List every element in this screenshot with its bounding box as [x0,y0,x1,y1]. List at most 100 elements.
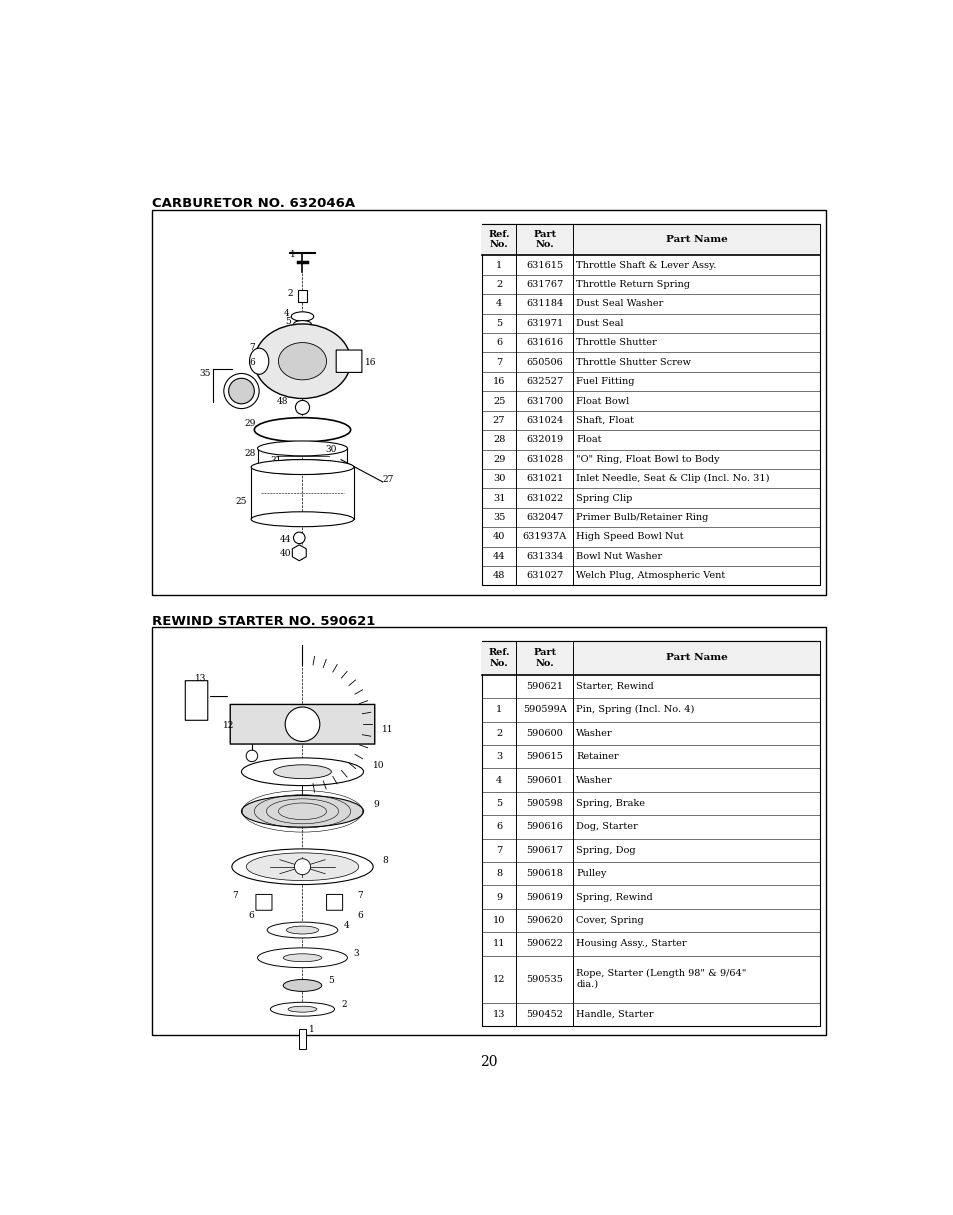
Text: 2: 2 [496,279,501,289]
Text: 590615: 590615 [526,752,562,762]
Text: 4: 4 [284,310,290,318]
Text: 7: 7 [232,892,237,900]
Circle shape [229,378,254,403]
Text: 590598: 590598 [526,799,562,808]
Text: Float Bowl: Float Bowl [576,396,629,406]
Text: 631937A: 631937A [522,532,566,542]
Ellipse shape [246,853,358,881]
Text: 7: 7 [496,846,501,855]
Text: Housing Assy., Starter: Housing Assy., Starter [576,939,686,949]
Text: 590600: 590600 [526,729,562,738]
FancyBboxPatch shape [255,894,272,910]
Text: High Speed Bowl Nut: High Speed Bowl Nut [576,532,683,542]
Text: 28: 28 [493,435,505,445]
Text: Throttle Return Spring: Throttle Return Spring [576,279,690,289]
Text: 16: 16 [493,377,505,386]
Text: 6: 6 [248,911,253,920]
Bar [481,640,819,1025]
Text: 28: 28 [244,448,255,458]
Circle shape [295,401,309,414]
FancyBboxPatch shape [326,894,342,910]
Text: 9: 9 [496,893,501,902]
Text: Ref.
No.: Ref. No. [488,230,509,249]
Text: 3: 3 [354,949,359,957]
Text: 10: 10 [373,761,384,770]
Text: 29: 29 [244,419,255,428]
Circle shape [294,859,310,875]
Text: Part
No.: Part No. [533,230,556,249]
Ellipse shape [254,418,351,442]
Text: 30: 30 [493,474,505,484]
Ellipse shape [241,758,363,786]
Circle shape [285,707,319,741]
Text: 4: 4 [496,299,501,309]
Text: 44: 44 [280,535,292,543]
Text: 44: 44 [493,552,505,561]
Text: 5: 5 [496,799,501,808]
Text: Dust Seal: Dust Seal [576,318,623,328]
Ellipse shape [291,312,314,321]
Text: 5: 5 [496,318,501,328]
FancyBboxPatch shape [230,705,375,744]
Text: 7: 7 [356,892,362,900]
Text: 631767: 631767 [525,279,562,289]
Text: 40: 40 [493,532,505,542]
Text: 12: 12 [223,722,234,730]
Ellipse shape [251,459,354,475]
Text: 590616: 590616 [526,823,562,831]
Text: 25: 25 [493,396,505,406]
Text: 2: 2 [287,289,293,298]
Text: 6: 6 [250,358,255,367]
Text: 25: 25 [234,497,246,505]
Text: Dust Seal Washer: Dust Seal Washer [576,299,663,309]
Text: Inlet Needle, Seat & Clip (Incl. No. 31): Inlet Needle, Seat & Clip (Incl. No. 31) [576,474,769,484]
Text: 632527: 632527 [525,377,562,386]
Text: 11: 11 [381,725,393,734]
Text: 6: 6 [496,338,501,347]
Text: 11: 11 [493,939,505,949]
Text: Part
No.: Part No. [533,648,556,667]
Ellipse shape [257,948,347,967]
Text: Washer: Washer [576,729,613,738]
Text: 590601: 590601 [526,775,562,785]
Text: 631616: 631616 [525,338,562,347]
Bar [481,224,819,255]
Text: 631700: 631700 [525,396,562,406]
Bar [481,640,819,674]
Text: 3: 3 [496,752,501,762]
Text: 631024: 631024 [525,416,562,425]
Text: 31: 31 [270,457,281,465]
Ellipse shape [232,849,373,885]
Text: Part Name: Part Name [665,654,727,662]
Text: Retainer: Retainer [576,752,618,762]
Text: 29: 29 [493,454,505,464]
Text: Starter, Rewind: Starter, Rewind [576,682,654,691]
Text: 632047: 632047 [525,513,562,522]
Text: 631022: 631022 [525,493,562,503]
Text: Spring Clip: Spring Clip [576,493,632,503]
Ellipse shape [283,954,321,962]
Ellipse shape [267,922,337,938]
Ellipse shape [278,343,326,380]
Text: 6: 6 [356,911,362,920]
Ellipse shape [270,1002,335,1016]
Ellipse shape [257,441,347,456]
Text: 650506: 650506 [526,357,562,367]
Ellipse shape [251,512,354,526]
Ellipse shape [254,324,351,399]
Text: 1: 1 [496,261,501,270]
Text: 4: 4 [496,775,501,785]
Text: Spring, Brake: Spring, Brake [576,799,645,808]
Text: 632019: 632019 [525,435,562,445]
Text: 27: 27 [493,416,505,425]
Text: Shaft, Float: Shaft, Float [576,416,634,425]
Ellipse shape [288,1006,316,1012]
Circle shape [224,373,259,408]
Text: 2: 2 [340,1000,346,1010]
Ellipse shape [274,764,331,779]
Text: 35: 35 [493,513,505,522]
Circle shape [246,750,257,762]
Text: Throttle Shaft & Lever Assy.: Throttle Shaft & Lever Assy. [576,261,716,270]
Text: 590618: 590618 [526,869,562,878]
Text: 5: 5 [285,317,291,326]
